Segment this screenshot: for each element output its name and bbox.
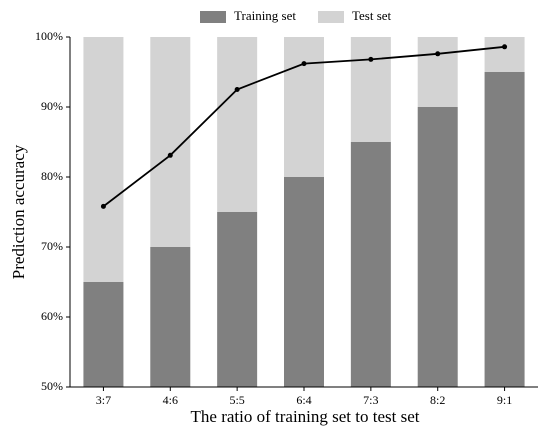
accuracy-point <box>167 152 173 158</box>
bar-segment <box>417 107 458 387</box>
x-tick-label: 7:3 <box>363 393 378 407</box>
bar-segment <box>484 72 525 387</box>
legend-swatch <box>200 11 226 23</box>
bar-segment <box>284 37 324 177</box>
bar-segment <box>217 212 258 387</box>
bar-segment <box>83 282 124 387</box>
legend-label: Test set <box>352 8 392 23</box>
y-tick-label: 50% <box>41 379 63 393</box>
bar-segment <box>150 247 191 387</box>
y-tick-label: 80% <box>41 169 63 183</box>
x-tick-label: 9:1 <box>497 393 512 407</box>
y-axis-label: Prediction accuracy <box>9 144 28 279</box>
x-axis-label: The ratio of training set to test set <box>191 407 420 426</box>
x-tick-label: 4:6 <box>163 393 178 407</box>
accuracy-point <box>234 87 240 92</box>
x-tick-label: 5:5 <box>229 393 244 407</box>
y-tick-label: 90% <box>41 99 63 113</box>
bar-segment <box>350 37 391 142</box>
accuracy-point <box>100 203 106 209</box>
bar-segment <box>217 37 258 212</box>
x-tick-label: 6:4 <box>296 393 311 407</box>
bar-segment <box>83 37 124 282</box>
y-tick-label: 70% <box>41 239 63 253</box>
bar-segment <box>417 37 458 107</box>
legend-swatch <box>318 11 344 23</box>
accuracy-point <box>368 56 374 62</box>
accuracy-point <box>435 51 441 57</box>
y-tick-label: 100% <box>35 29 63 43</box>
legend-label: Training set <box>234 8 296 23</box>
bar-segment <box>284 177 324 387</box>
bar-segment <box>350 142 391 387</box>
x-tick-label: 8:2 <box>430 393 445 407</box>
accuracy-point <box>301 61 307 67</box>
x-tick-label: 3:7 <box>96 393 111 407</box>
bar-segment <box>484 37 525 72</box>
y-tick-label: 60% <box>41 309 63 323</box>
accuracy-point <box>502 44 508 50</box>
